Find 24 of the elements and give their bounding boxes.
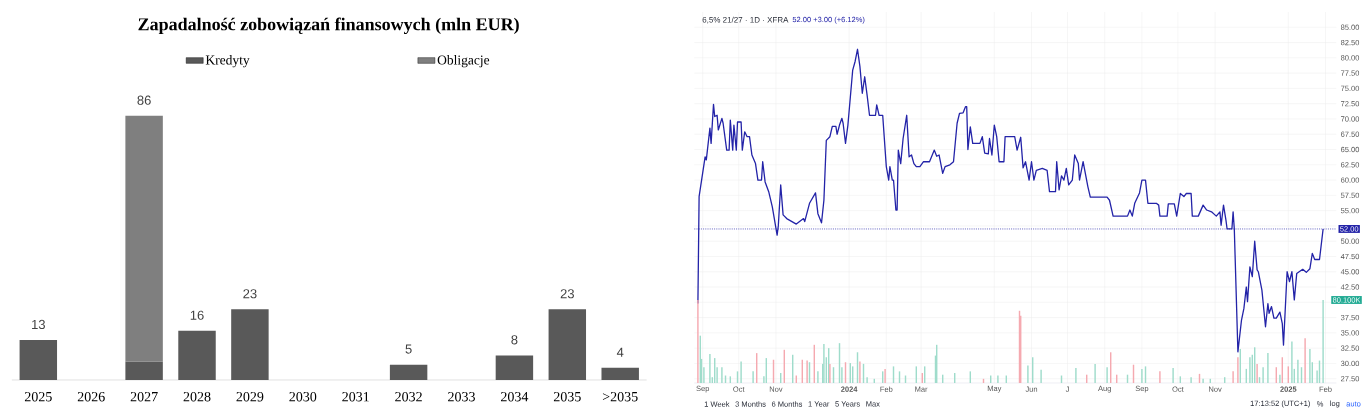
data-label: 8 xyxy=(511,335,518,345)
data-label: 4 xyxy=(616,347,624,357)
total-label: 86 xyxy=(137,95,151,105)
x-tick-label: 2032 xyxy=(395,391,422,402)
data-label: 13 xyxy=(32,319,45,330)
data-label: 23 xyxy=(243,289,257,299)
text: 6,5% 21/27 · 1D · XFRA xyxy=(702,16,789,24)
x-tick-label: 2027 xyxy=(130,391,158,402)
x-tick-label: 2029 xyxy=(236,391,264,402)
x-tick-label: 2030 xyxy=(289,391,317,402)
x-tick-label: 2028 xyxy=(183,391,211,402)
x-tick-label: 2033 xyxy=(448,391,475,402)
x-tick-label: 2034 xyxy=(501,391,529,402)
x-tick-label: 2025 xyxy=(24,391,52,402)
chart-title: Zapadalność zobowiązań finansowych (mln EUR) xyxy=(138,17,519,35)
data-label: 5 xyxy=(405,344,412,354)
data-label: 16 xyxy=(190,310,204,320)
x-tick-label: 2035 xyxy=(553,391,581,402)
x-tick-label: 2031 xyxy=(342,391,369,402)
legend-label: Kredyty xyxy=(205,55,250,68)
x-tick-label: 2026 xyxy=(77,391,105,402)
data-label: 23 xyxy=(560,289,574,299)
legend-label: Obligacje xyxy=(437,55,490,68)
x-tick-label: >2035 xyxy=(602,391,638,402)
